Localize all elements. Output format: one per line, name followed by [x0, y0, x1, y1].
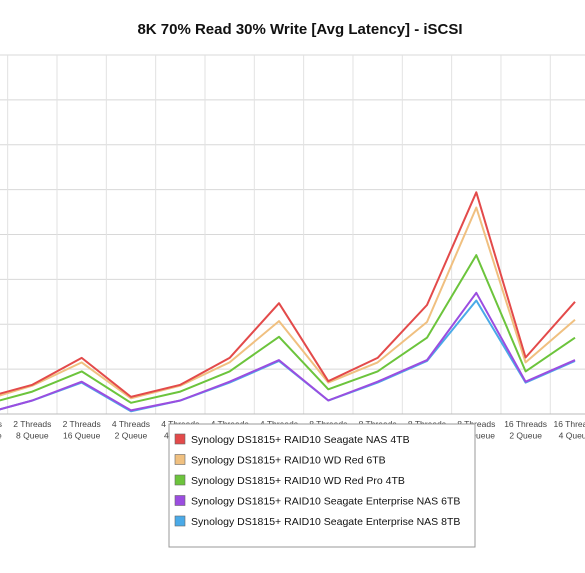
legend-swatch — [174, 495, 186, 506]
x-tick-label: 2 Threads 8 Queue — [13, 419, 51, 441]
legend-swatch — [174, 433, 186, 445]
legend-item[interactable]: Synology DS1815+ RAID10 Seagate Enterpri… — [174, 515, 460, 528]
series-line — [0, 291, 576, 412]
legend-label: Synology DS1815+ RAID10 WD Red Pro 4TB — [191, 475, 405, 487]
legend-swatch — [174, 515, 186, 527]
legend-item[interactable]: Synology DS1815+ RAID10 Seagate NAS 4TB — [174, 433, 410, 446]
series-line — [0, 206, 576, 400]
legend-label: Synology DS1815+ RAID10 Seagate NAS 4TB — [191, 434, 410, 446]
grid — [0, 54, 585, 415]
x-tick-label: 4 Threads 2 Queue — [112, 419, 150, 441]
x-tick-label: 16 Threads4 Queue — [554, 419, 585, 441]
legend-label: Synology DS1815+ RAID10 Seagate Enterpri… — [191, 496, 460, 508]
legend-item[interactable]: Synology DS1815+ RAID10 WD Red Pro 4TB — [174, 474, 405, 487]
x-tick-label: 16 Threads 2 Queue — [504, 419, 547, 441]
x-tick-label: 2 Threads 16 Queue — [63, 419, 101, 441]
chart-title: 8K 70% Read 30% Write [Avg Latency] - iS… — [137, 21, 462, 38]
legend-box — [168, 423, 476, 548]
series-line — [0, 191, 576, 398]
legend-label: Synology DS1815+ RAID10 Seagate Enterpri… — [191, 516, 460, 528]
series-line — [0, 254, 576, 404]
legend[interactable]: Synology DS1815+ RAID10 Seagate NAS 4TB S… — [168, 423, 476, 548]
legend-item[interactable]: Synology DS1815+ RAID10 Seagate Enterpri… — [174, 495, 460, 508]
legend-swatch — [174, 474, 186, 486]
series-layer — [0, 191, 576, 413]
legend-item[interactable]: Synology DS1815+ RAID10 WD Red 6TB — [174, 454, 386, 467]
legend-label: Synology DS1815+ RAID10 WD Red 6TB — [191, 455, 386, 467]
x-tick-label: 8 Threads 16 Queue — [457, 419, 495, 441]
legend-swatch — [174, 454, 186, 465]
